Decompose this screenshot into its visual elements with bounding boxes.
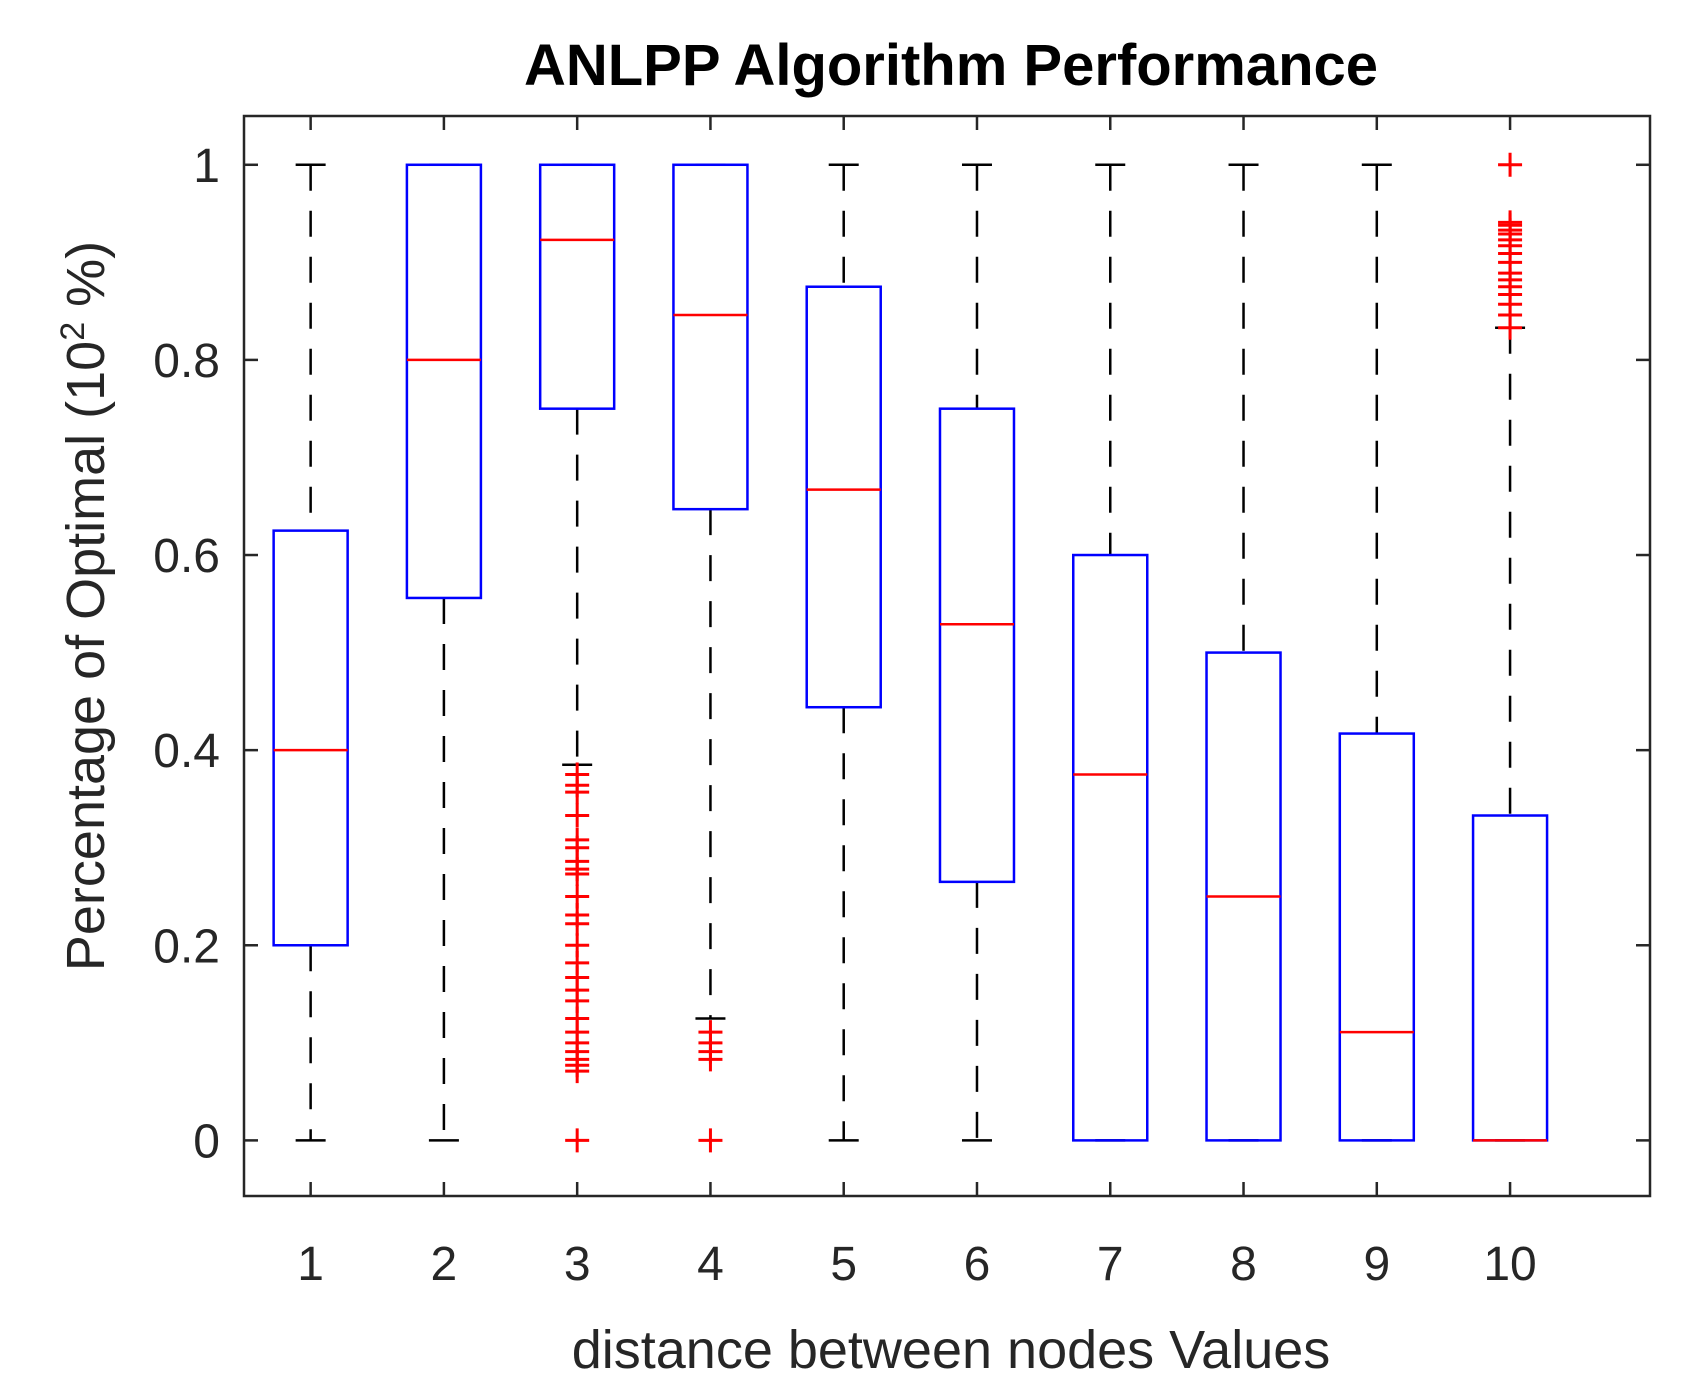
box-group-5	[805, 163, 882, 1142]
x-tick-label: 10	[1483, 1238, 1536, 1291]
x-tick-labels: 1 2 3 4 5 6 7 8 9 10	[297, 1238, 1536, 1291]
box-group-7	[1072, 163, 1149, 1142]
iqr-box	[938, 407, 1016, 884]
x-tick-label: 1	[297, 1238, 324, 1291]
box-group-8	[1205, 163, 1282, 1142]
outlier-marker	[698, 1128, 723, 1153]
y-tick-label: 0.4	[153, 725, 220, 778]
outlier-marker	[565, 933, 590, 958]
outlier-marker	[565, 884, 590, 909]
x-tick-label: 8	[1230, 1238, 1257, 1291]
iqr-box	[538, 163, 616, 410]
iqr-box	[1338, 732, 1416, 1142]
outlier-marker	[565, 803, 590, 828]
y-tick-label: 1	[193, 140, 220, 193]
box-group-4	[672, 163, 749, 1153]
y-tick-label: 0.8	[153, 335, 220, 388]
y-tick-label: 0.2	[153, 920, 220, 973]
y-tick-label: 0.6	[153, 530, 220, 583]
y-tick-labels: 0 0.2 0.4 0.6 0.8 1	[153, 140, 220, 1169]
outlier-marker	[565, 1128, 590, 1153]
y-axis-label-suffix: %)	[56, 241, 116, 322]
y-axis-label-superscript: 2	[54, 322, 92, 341]
outlier-marker	[1498, 210, 1523, 235]
outlier-marker	[565, 762, 590, 787]
x-tick-label: 7	[1097, 1238, 1124, 1291]
plot-area-frame	[242, 114, 1652, 1198]
box-group-6	[938, 163, 1016, 1142]
x-tick-label: 2	[431, 1238, 458, 1291]
iqr-box	[672, 163, 749, 511]
x-tick-label: 6	[964, 1238, 991, 1291]
box-group-10	[1471, 152, 1549, 1142]
y-axis-label: Percentage of Optimal (102 %)	[54, 241, 116, 971]
outlier-marker	[1498, 152, 1523, 177]
outlier-marker	[565, 827, 590, 852]
box-series	[272, 152, 1549, 1153]
box-group-3	[538, 163, 616, 1153]
axis-ticks	[244, 116, 1650, 1196]
outlier-marker	[698, 1020, 723, 1045]
x-tick-label: 5	[830, 1238, 857, 1291]
y-tick-label: 0	[193, 1115, 220, 1168]
iqr-box	[1072, 553, 1149, 1142]
iqr-box	[272, 529, 349, 947]
x-tick-label: 3	[564, 1238, 591, 1291]
chart-title: ANLPP Algorithm Performance	[524, 33, 1378, 98]
x-axis-label: distance between nodes Values	[572, 1320, 1331, 1380]
iqr-box	[405, 163, 483, 600]
y-axis-label-prefix: Percentage of Optimal (10	[56, 341, 116, 971]
x-tick-label: 9	[1363, 1238, 1390, 1291]
box-group-1	[272, 163, 349, 1142]
box-group-2	[405, 163, 483, 1142]
iqr-box	[805, 285, 882, 709]
x-tick-label: 4	[697, 1238, 724, 1291]
box-group-9	[1338, 163, 1416, 1142]
